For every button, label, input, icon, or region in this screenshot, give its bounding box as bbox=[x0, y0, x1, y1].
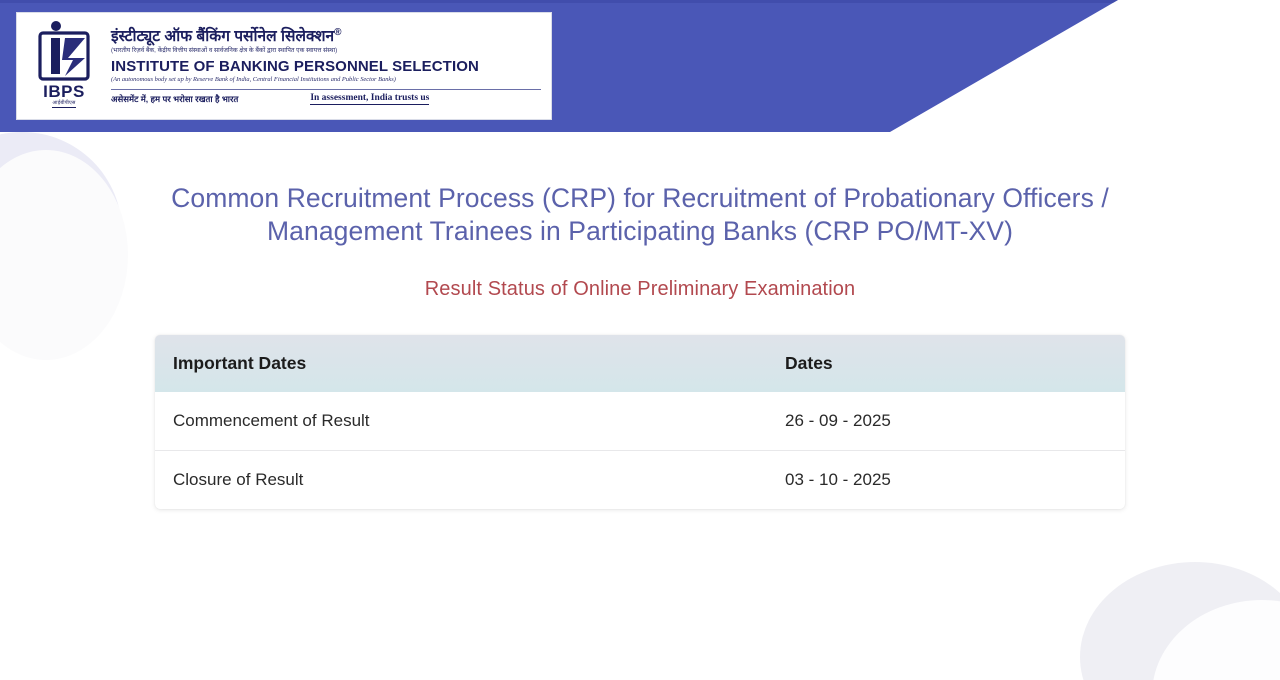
page-subtitle: Result Status of Online Preliminary Exam… bbox=[424, 278, 856, 301]
table-cell-event-date: 26 - 09 - 2025 bbox=[785, 411, 891, 431]
table-cell-event-date: 03 - 10 - 2025 bbox=[767, 450, 1125, 510]
logo-tagline-row: असेसमेंट में, हम पर भरोसा रखता है भारत I… bbox=[111, 88, 541, 105]
ibps-logo-card: IBPS आईबीपीएस इंस्टीट्यूट ऑफ बैंकिंग पर्… bbox=[16, 12, 552, 120]
table-cell-event-label: Commencement of Result bbox=[173, 411, 370, 431]
logo-hindi-title-text: इंस्टीट्यूट ऑफ बैंकिंग पर्सोनेल सिलेक्शन bbox=[111, 28, 335, 46]
table-row: Closure of Result 03 - 10 - 2025 bbox=[155, 450, 1125, 510]
table-row: Commencement of Result 26 - 09 - 2025 bbox=[155, 392, 1125, 451]
logo-ibps-acronym: IBPS bbox=[43, 82, 85, 101]
logo-english-subtitle: (An autonomous body set up by Reserve Ba… bbox=[111, 75, 396, 83]
table-body: Commencement of Result 26 - 09 - 2025 Cl… bbox=[155, 392, 1125, 510]
table-head: Important Dates Dates bbox=[155, 335, 1125, 393]
table-header-row: Important Dates Dates bbox=[155, 335, 1125, 393]
logo-english-title: INSTITUTE OF BANKING PERSONNEL SELECTION bbox=[111, 57, 479, 75]
registered-trademark-icon: ® bbox=[334, 27, 342, 39]
logo-ibps-acronym-hindi: आईबीपीएस bbox=[52, 100, 76, 108]
important-dates-table: Important Dates Dates Commencement of Re… bbox=[155, 335, 1125, 510]
table-header-dates: Dates bbox=[767, 335, 1125, 393]
main-content: Common Recruitment Process (CRP) for Rec… bbox=[0, 132, 1280, 510]
logo-tagline-hindi: असेसमेंट में, हम पर भरोसा रखता है भारत bbox=[111, 93, 239, 104]
logo-tagline-english: In assessment, India trusts us bbox=[310, 92, 430, 105]
logo-hindi-subtitle: (भारतीय रिज़र्व बैंक, केंद्रीय वित्तीय स… bbox=[111, 47, 338, 55]
ibps-logo-mark-icon: IBPS आईबीपीएस bbox=[31, 20, 97, 112]
page-title: Common Recruitment Process (CRP) for Rec… bbox=[171, 183, 1109, 247]
decorative-circle-left-inner bbox=[0, 150, 128, 360]
logo-hindi-title: इंस्टीट्यूट ऑफ बैंकिंग पर्सोनेल सिलेक्शन… bbox=[111, 27, 541, 46]
table-header-important-dates: Important Dates bbox=[155, 335, 767, 393]
important-dates-table-container: Important Dates Dates Commencement of Re… bbox=[155, 335, 1125, 510]
table-cell-event-label: Closure of Result bbox=[155, 450, 767, 510]
logo-text-block: इंस्टीट्यूट ऑफ बैंकिंग पर्सोनेल सिलेक्शन… bbox=[97, 27, 541, 105]
